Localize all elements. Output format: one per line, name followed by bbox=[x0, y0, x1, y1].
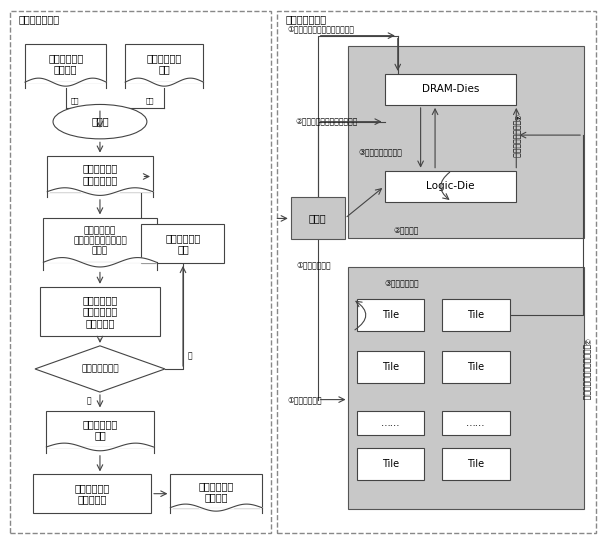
FancyBboxPatch shape bbox=[349, 267, 584, 509]
Text: 第二阶段：执行: 第二阶段：执行 bbox=[285, 15, 326, 24]
Text: Tile: Tile bbox=[382, 310, 399, 320]
Text: 调转到下一层
执行: 调转到下一层 执行 bbox=[165, 233, 201, 254]
Text: Tile: Tile bbox=[382, 362, 399, 372]
Text: ①加载配置信息: ①加载配置信息 bbox=[297, 261, 331, 270]
FancyBboxPatch shape bbox=[357, 299, 425, 331]
Text: ③中间结果结果读写: ③中间结果结果读写 bbox=[359, 148, 403, 157]
Text: 深度神经网络
拓扑结构: 深度神经网络 拓扑结构 bbox=[48, 53, 83, 74]
FancyBboxPatch shape bbox=[442, 351, 510, 383]
FancyBboxPatch shape bbox=[142, 224, 224, 263]
FancyBboxPatch shape bbox=[357, 351, 425, 383]
Text: 第一阶段：编译: 第一阶段：编译 bbox=[19, 15, 60, 24]
FancyBboxPatch shape bbox=[40, 287, 160, 336]
FancyBboxPatch shape bbox=[385, 170, 516, 202]
Text: Tile: Tile bbox=[382, 459, 399, 469]
Text: 是: 是 bbox=[86, 396, 91, 405]
FancyBboxPatch shape bbox=[47, 156, 153, 191]
Text: ④写回输出特征图像: ④写回输出特征图像 bbox=[513, 114, 522, 158]
Text: ②流式计算: ②流式计算 bbox=[393, 226, 418, 236]
FancyBboxPatch shape bbox=[125, 44, 203, 82]
Text: 输入: 输入 bbox=[146, 98, 154, 105]
Text: 控制器: 控制器 bbox=[309, 213, 327, 224]
Text: 每层的配置信
息指令集: 每层的配置信 息指令集 bbox=[198, 481, 234, 502]
Text: Tile: Tile bbox=[467, 459, 485, 469]
Text: 神经网络层参
数和硬件约束: 神经网络层参 数和硬件约束 bbox=[83, 163, 118, 185]
FancyBboxPatch shape bbox=[25, 44, 106, 82]
Text: Tile: Tile bbox=[467, 310, 485, 320]
Text: ……: …… bbox=[380, 418, 400, 428]
Text: 运行调度框架
（吞吐率、能耗、算法
精度）: 运行调度框架 （吞吐率、能耗、算法 精度） bbox=[73, 226, 127, 255]
FancyBboxPatch shape bbox=[43, 218, 157, 262]
Ellipse shape bbox=[53, 105, 147, 139]
FancyBboxPatch shape bbox=[442, 299, 510, 331]
Text: ②载入一层的特征图像和参数: ②载入一层的特征图像和参数 bbox=[581, 338, 590, 400]
FancyBboxPatch shape bbox=[291, 197, 345, 239]
Text: ③安施存内计算: ③安施存内计算 bbox=[385, 278, 419, 287]
Text: 否: 否 bbox=[187, 351, 192, 360]
Polygon shape bbox=[35, 346, 165, 392]
Text: Logic-Die: Logic-Die bbox=[426, 181, 475, 191]
FancyBboxPatch shape bbox=[442, 411, 510, 435]
Text: ……: …… bbox=[466, 418, 486, 428]
FancyBboxPatch shape bbox=[171, 474, 262, 508]
FancyBboxPatch shape bbox=[442, 448, 510, 480]
Text: 异构设备特定
指令汇编器: 异构设备特定 指令汇编器 bbox=[75, 483, 110, 505]
Text: 初始化: 初始化 bbox=[91, 116, 109, 127]
Text: 输入: 输入 bbox=[71, 98, 79, 105]
Text: Tile: Tile bbox=[467, 362, 485, 372]
FancyBboxPatch shape bbox=[349, 46, 584, 238]
Text: 每一层的配置
参数: 每一层的配置 参数 bbox=[83, 419, 118, 440]
FancyBboxPatch shape bbox=[385, 74, 516, 105]
FancyBboxPatch shape bbox=[34, 474, 151, 513]
FancyBboxPatch shape bbox=[357, 411, 425, 435]
Text: ①加载神经网络模型和特征图像: ①加载神经网络模型和特征图像 bbox=[288, 24, 355, 33]
Text: 是否是最后一层: 是否是最后一层 bbox=[81, 364, 119, 374]
Text: 异构硬件约束
条件: 异构硬件约束 条件 bbox=[147, 53, 182, 74]
Text: ②载入一层的特征图像和参数: ②载入一层的特征图像和参数 bbox=[295, 117, 358, 126]
Text: ①加载配置信息: ①加载配置信息 bbox=[288, 395, 322, 404]
FancyBboxPatch shape bbox=[46, 411, 154, 447]
Text: 每层的能效性
能信息和每层
的调度信息: 每层的能效性 能信息和每层 的调度信息 bbox=[83, 295, 118, 328]
Text: DRAM-Dies: DRAM-Dies bbox=[422, 85, 479, 94]
FancyBboxPatch shape bbox=[357, 448, 425, 480]
